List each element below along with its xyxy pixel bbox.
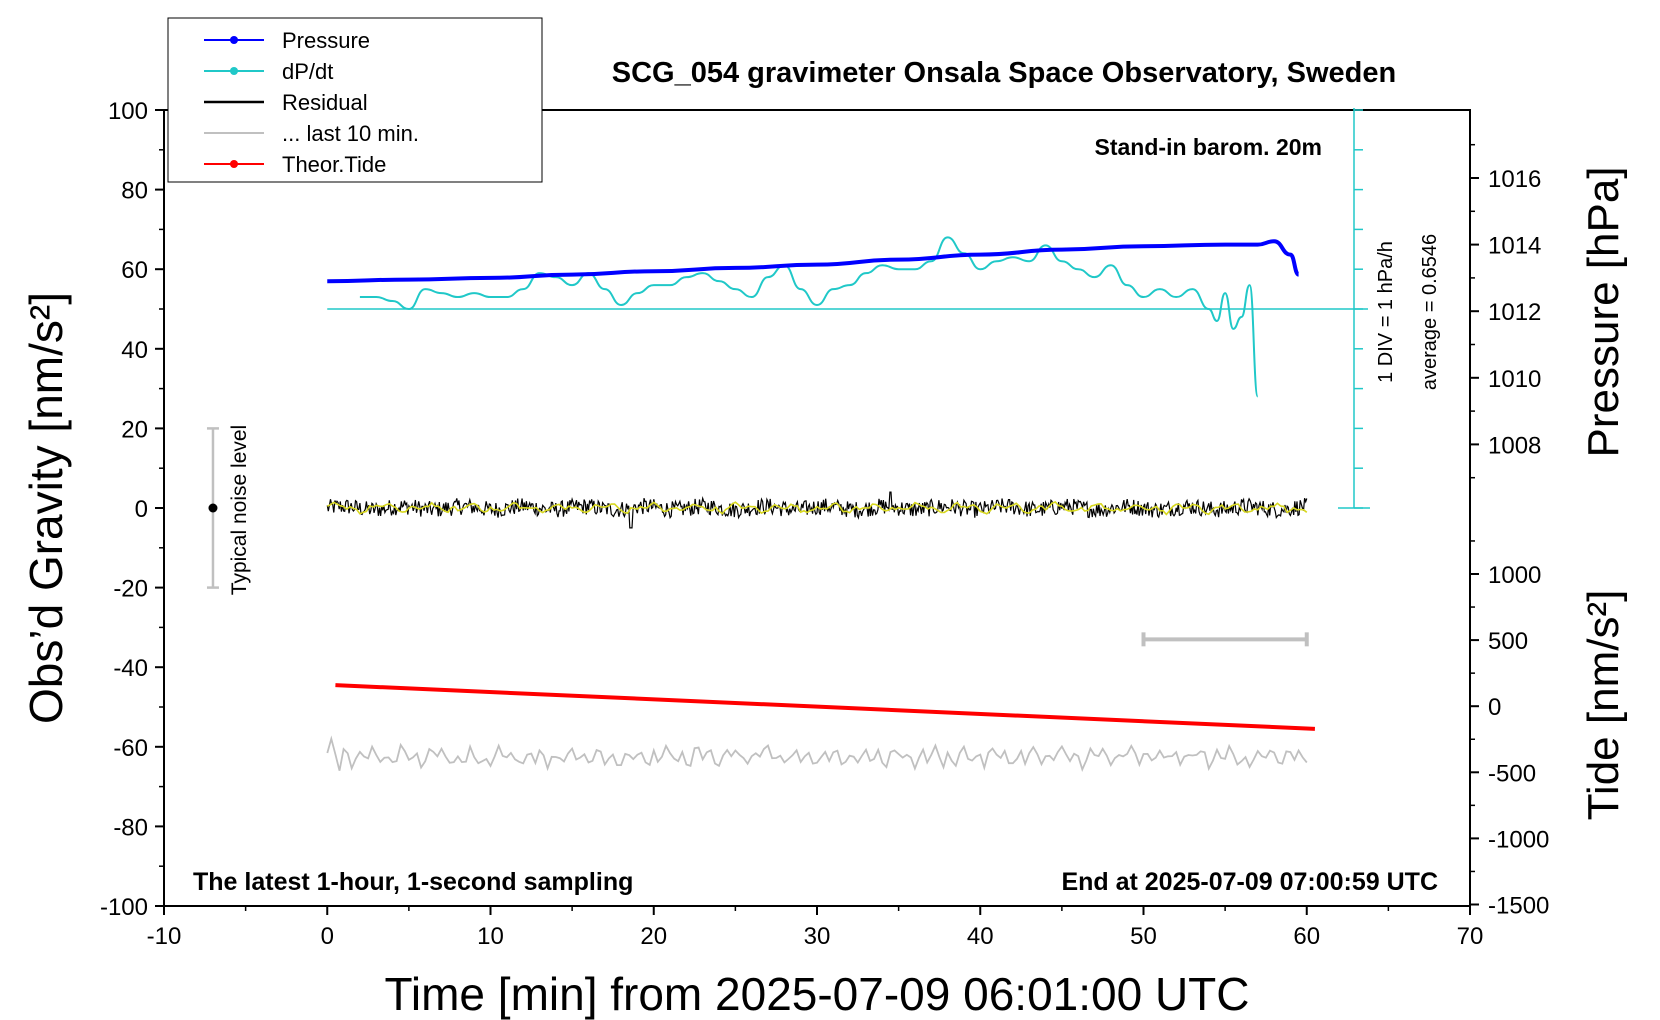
legend-label: Theor.Tide (282, 152, 386, 177)
x-tick-label: 40 (967, 923, 994, 950)
axis-ticks: -10 0 10 20 30 40 50 60 70100806040200-20-40-60-… (100, 98, 1549, 950)
y-tick-label: -40 (113, 655, 148, 682)
y-tick-label: 100 (108, 98, 148, 125)
pressure-tick-label: 1014 (1488, 233, 1541, 260)
pressure-tick-label: 1012 (1488, 299, 1541, 326)
legend-marker (230, 160, 238, 168)
pressure-line (327, 239, 1300, 284)
chart-title: SCG_054 gravimeter Onsala Space Observat… (612, 57, 1396, 89)
y-tick-label: 80 (121, 178, 148, 205)
theor-tide-line (335, 683, 1316, 731)
legend-marker (230, 67, 238, 75)
y-tick-label: 20 (121, 416, 148, 443)
legend-marker (230, 36, 238, 44)
y-tick-label: 40 (121, 337, 148, 364)
x-tick-label: 0 (321, 923, 334, 950)
x-tick-label: 20 (640, 923, 667, 950)
legend: Pressure dP/dt Residual ... last 10 min. The… (167, 17, 543, 183)
residual-line (326, 491, 1308, 529)
tide-axis-label: Tide [nm/s²] (1579, 590, 1628, 821)
x-tick-label: 70 (1457, 923, 1484, 950)
dpdt-line (359, 236, 1259, 398)
dpdt-div-label: 1 DIV = 1 hPa/h (1375, 241, 1397, 383)
series-layer (206, 108, 1370, 772)
legend-label: ... last 10 min. (282, 121, 419, 146)
tide-tick-label: 1000 (1488, 562, 1541, 589)
x-tick-label: 60 (1293, 923, 1320, 950)
pressure-tick-label: 1016 (1488, 166, 1541, 193)
noise-label: Typical noise level (228, 425, 251, 595)
tide-tick-label: -1500 (1488, 893, 1549, 920)
y-tick-label: -20 (113, 576, 148, 603)
bottom-right-note: End at 2025-07-09 07:00:59 UTC (1061, 868, 1438, 896)
pressure-axis-label: Pressure [hPa] (1579, 166, 1628, 457)
pressure-tick-label: 1008 (1488, 432, 1541, 459)
dpdt-avg-label: average = 0.6546 (1419, 234, 1441, 390)
y-tick-label: -60 (113, 735, 148, 762)
y-axis-label: Obs’d Gravity [nm/s²] (20, 292, 72, 724)
y-tick-label: 0 (135, 496, 148, 523)
x-tick-label: 30 (804, 923, 831, 950)
tide-tick-label: -500 (1488, 760, 1536, 787)
last-10-min-line (326, 735, 1308, 772)
tide-tick-label: 500 (1488, 628, 1528, 655)
residual-smooth-line (326, 501, 1308, 516)
x-tick-label: 10 (477, 923, 504, 950)
tide-tick-label: -1000 (1488, 826, 1549, 853)
tide-tick-label: 0 (1488, 694, 1501, 721)
legend-label: Pressure (282, 28, 370, 53)
legend-label: dP/dt (282, 59, 333, 84)
y-tick-label: -80 (113, 814, 148, 841)
x-tick-label: 50 (1130, 923, 1157, 950)
legend-box (167, 17, 543, 183)
y-tick-label: 60 (121, 257, 148, 284)
bottom-left-note: The latest 1-hour, 1-second sampling (193, 868, 633, 896)
legend-label: Residual (282, 90, 368, 115)
y-tick-label: -100 (100, 894, 148, 921)
noise-bar-center (208, 503, 218, 513)
pressure-tick-label: 1010 (1488, 366, 1541, 393)
legend-entries: Pressure dP/dt Residual ... last 10 min. The… (204, 28, 419, 177)
stand-in-note: Stand-in barom. 20m (1095, 134, 1322, 160)
x-axis-label: Time [min] from 2025-07-09 06:01:00 UTC (385, 968, 1250, 1020)
x-tick-label: -10 (147, 923, 182, 950)
